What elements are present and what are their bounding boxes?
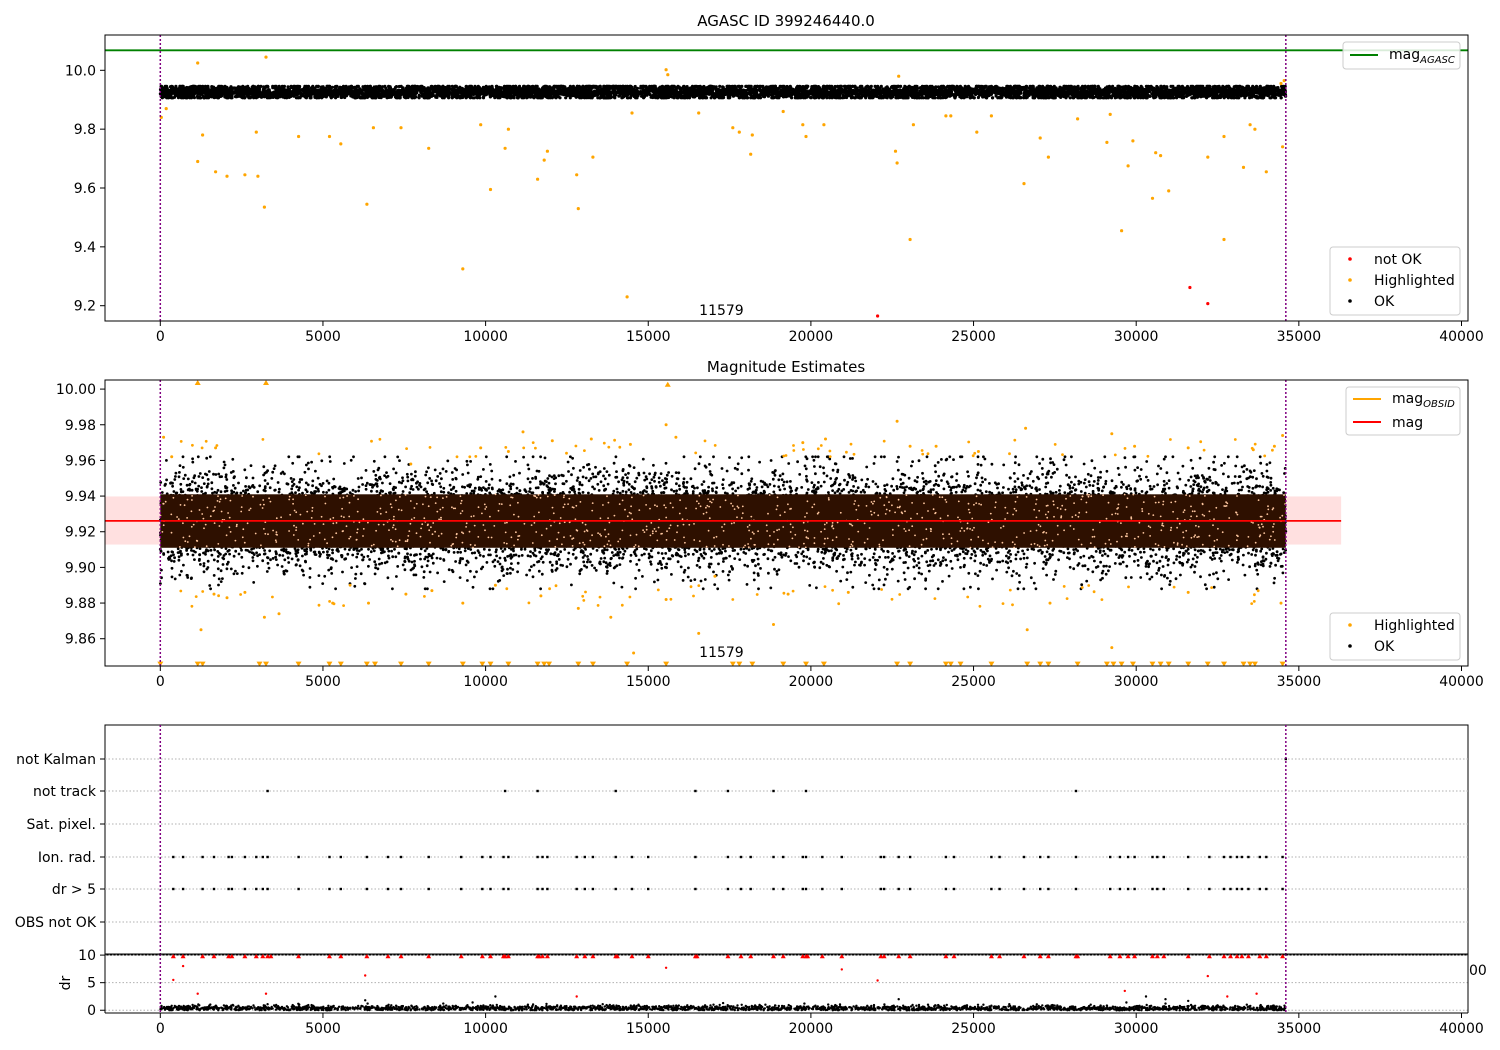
ok-point: [1268, 96, 1272, 100]
ok-point: [1105, 88, 1109, 92]
ok-point: [316, 84, 320, 88]
ok-point: [271, 84, 275, 88]
ok-point: [472, 96, 476, 100]
top-chart: AGASC ID 399246440.0 0 5000 10000 15000 2000…: [65, 12, 1484, 345]
ok-point: [633, 84, 637, 89]
ok-point: [1171, 84, 1175, 88]
top-ok-points: [158, 84, 1288, 100]
ok-point: [252, 95, 256, 99]
top-plot-area: [105, 35, 1468, 321]
ok-point: [1196, 94, 1200, 98]
ok-point: [216, 96, 221, 100]
ok-point: [282, 84, 286, 88]
ok-point: [1172, 96, 1176, 100]
ok-point: [915, 88, 919, 92]
ok-point: [430, 85, 434, 89]
ok-point: [879, 84, 883, 88]
top-plot-frame: [105, 35, 1468, 321]
ok-point: [340, 95, 344, 99]
ok-point: [385, 96, 389, 100]
ok-point: [720, 88, 724, 92]
ok-point: [988, 90, 993, 94]
ok-point: [361, 96, 365, 100]
ok-point: [1022, 85, 1026, 89]
ok-point: [380, 85, 384, 89]
ok-point: [568, 96, 572, 100]
ok-point: [848, 84, 852, 88]
ok-point: [1062, 84, 1066, 88]
ok-point: [290, 85, 295, 89]
ok-point: [1254, 84, 1259, 88]
ok-point: [766, 94, 771, 98]
ok-point: [264, 84, 269, 88]
top-chart-title: AGASC ID 399246440.0: [697, 12, 875, 30]
